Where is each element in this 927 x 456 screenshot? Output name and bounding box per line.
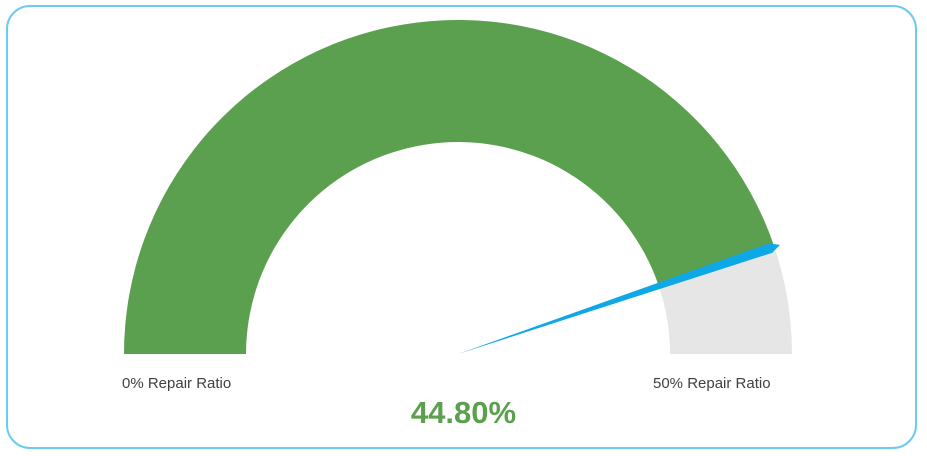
gauge-max-label: 50% Repair Ratio [653,375,771,392]
gauge-min-label: 0% Repair Ratio [122,375,232,392]
gauge-fill [124,20,775,354]
gauge-needle [458,243,781,354]
gauge-value-label: 44.80% [410,395,517,430]
